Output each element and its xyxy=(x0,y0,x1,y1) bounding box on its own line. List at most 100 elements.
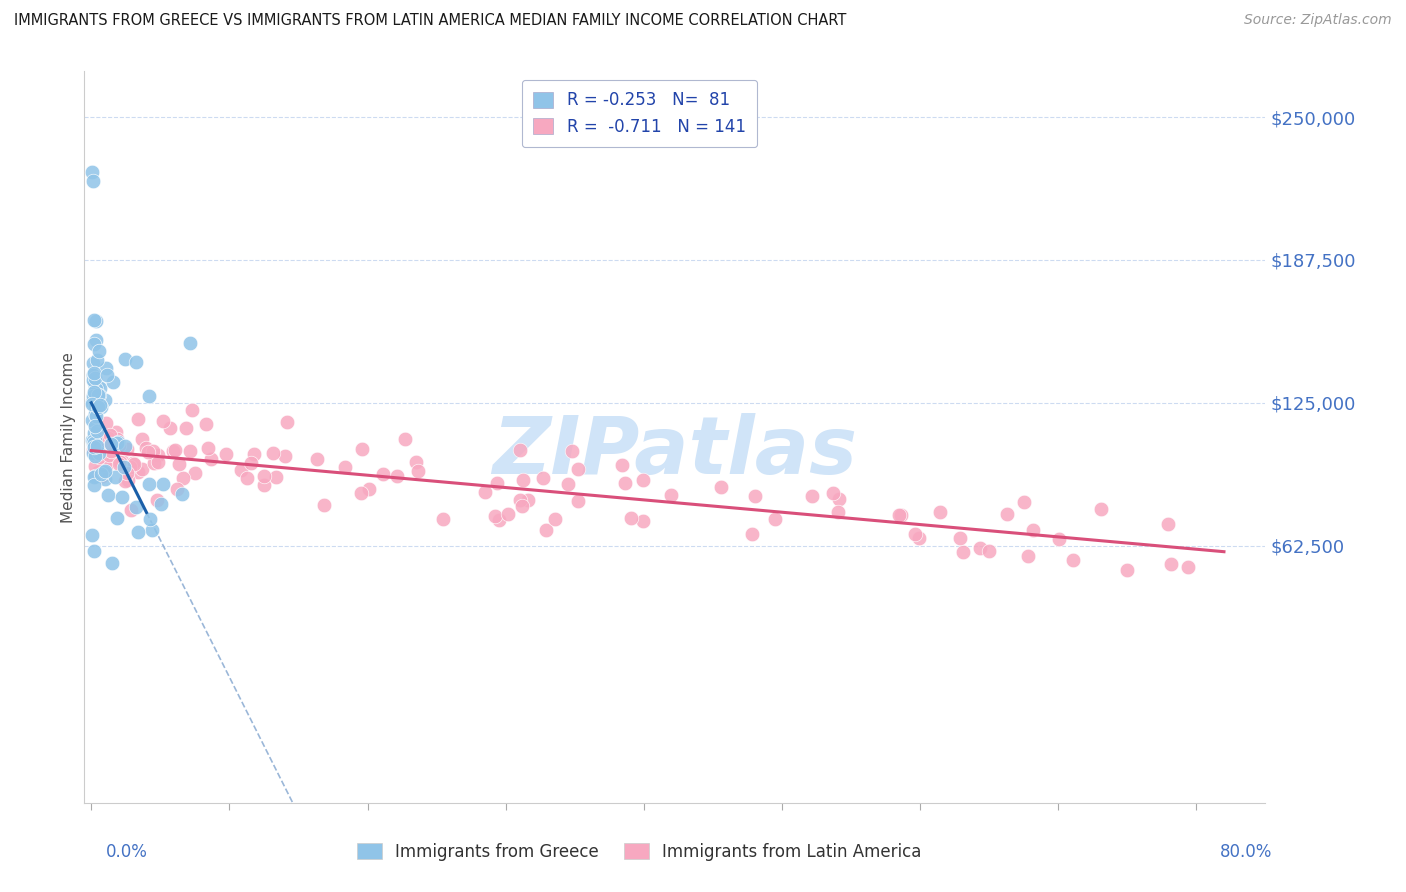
Point xyxy=(174,421,197,435)
Point xyxy=(138,477,160,491)
Point xyxy=(83,366,105,380)
Point xyxy=(1157,517,1180,532)
Point xyxy=(763,512,786,526)
Point xyxy=(89,441,111,455)
Point xyxy=(995,508,1018,522)
Point xyxy=(152,414,174,428)
Point xyxy=(108,455,131,469)
Point xyxy=(87,388,110,402)
Point xyxy=(406,464,429,478)
Point xyxy=(264,469,287,483)
Point xyxy=(262,446,284,460)
Point xyxy=(614,476,637,491)
Point xyxy=(114,440,136,454)
Point xyxy=(87,446,110,460)
Point xyxy=(484,508,506,523)
Point xyxy=(84,407,107,421)
Point xyxy=(179,444,201,458)
Point xyxy=(117,466,139,480)
Point xyxy=(274,449,297,463)
Point xyxy=(108,457,131,471)
Point xyxy=(82,397,104,411)
Point xyxy=(97,430,120,444)
Point xyxy=(142,443,165,458)
Point xyxy=(83,470,105,484)
Point xyxy=(744,489,766,503)
Point xyxy=(83,477,105,491)
Point xyxy=(97,488,120,502)
Point xyxy=(904,527,927,541)
Point xyxy=(1115,563,1137,577)
Point xyxy=(87,380,110,394)
Point xyxy=(184,466,207,480)
Point xyxy=(94,416,117,430)
Point xyxy=(90,400,112,414)
Point xyxy=(163,442,186,457)
Point xyxy=(86,314,108,328)
Point xyxy=(87,450,110,465)
Point xyxy=(120,503,142,517)
Point xyxy=(908,531,931,545)
Point xyxy=(373,467,395,481)
Point xyxy=(112,459,135,474)
Point xyxy=(394,432,416,446)
Point xyxy=(200,451,222,466)
Point xyxy=(114,352,136,367)
Point xyxy=(83,544,105,558)
Text: Source: ZipAtlas.com: Source: ZipAtlas.com xyxy=(1244,13,1392,28)
Point xyxy=(536,523,558,537)
Point xyxy=(107,435,129,450)
Point xyxy=(710,479,733,493)
Point xyxy=(1017,549,1039,563)
Point xyxy=(86,439,108,453)
Point xyxy=(179,335,201,350)
Legend: Immigrants from Greece, Immigrants from Latin America: Immigrants from Greece, Immigrants from … xyxy=(350,837,928,868)
Point xyxy=(142,456,165,470)
Point xyxy=(83,433,105,447)
Point xyxy=(509,442,531,457)
Point xyxy=(82,356,104,370)
Point xyxy=(136,445,159,459)
Point xyxy=(146,455,169,469)
Point xyxy=(105,436,128,450)
Text: 80.0%: 80.0% xyxy=(1220,843,1272,861)
Point xyxy=(93,447,115,461)
Point xyxy=(83,445,105,459)
Point xyxy=(166,483,188,497)
Point xyxy=(253,468,276,483)
Point xyxy=(86,445,108,459)
Point xyxy=(305,452,328,467)
Point xyxy=(659,487,682,501)
Point xyxy=(253,478,276,492)
Point xyxy=(90,467,112,481)
Point xyxy=(1047,532,1070,546)
Point xyxy=(80,433,103,447)
Point xyxy=(83,440,105,454)
Point xyxy=(107,511,129,525)
Point xyxy=(127,412,149,426)
Point xyxy=(98,428,121,442)
Point xyxy=(633,474,655,488)
Point xyxy=(100,436,122,450)
Point xyxy=(929,505,952,519)
Point xyxy=(83,371,105,385)
Point xyxy=(107,438,129,452)
Point xyxy=(93,393,115,408)
Point xyxy=(83,458,105,473)
Point xyxy=(509,493,531,508)
Point xyxy=(135,441,157,455)
Point xyxy=(105,425,128,439)
Point xyxy=(969,541,991,556)
Point xyxy=(94,432,117,446)
Point xyxy=(83,391,105,405)
Point xyxy=(1090,502,1112,516)
Point xyxy=(82,165,104,179)
Point xyxy=(82,445,104,459)
Point xyxy=(93,465,115,479)
Point xyxy=(82,434,104,449)
Text: ZIPatlas: ZIPatlas xyxy=(492,413,858,491)
Point xyxy=(544,512,567,526)
Point xyxy=(631,514,654,528)
Point xyxy=(1022,523,1045,537)
Point xyxy=(195,417,218,432)
